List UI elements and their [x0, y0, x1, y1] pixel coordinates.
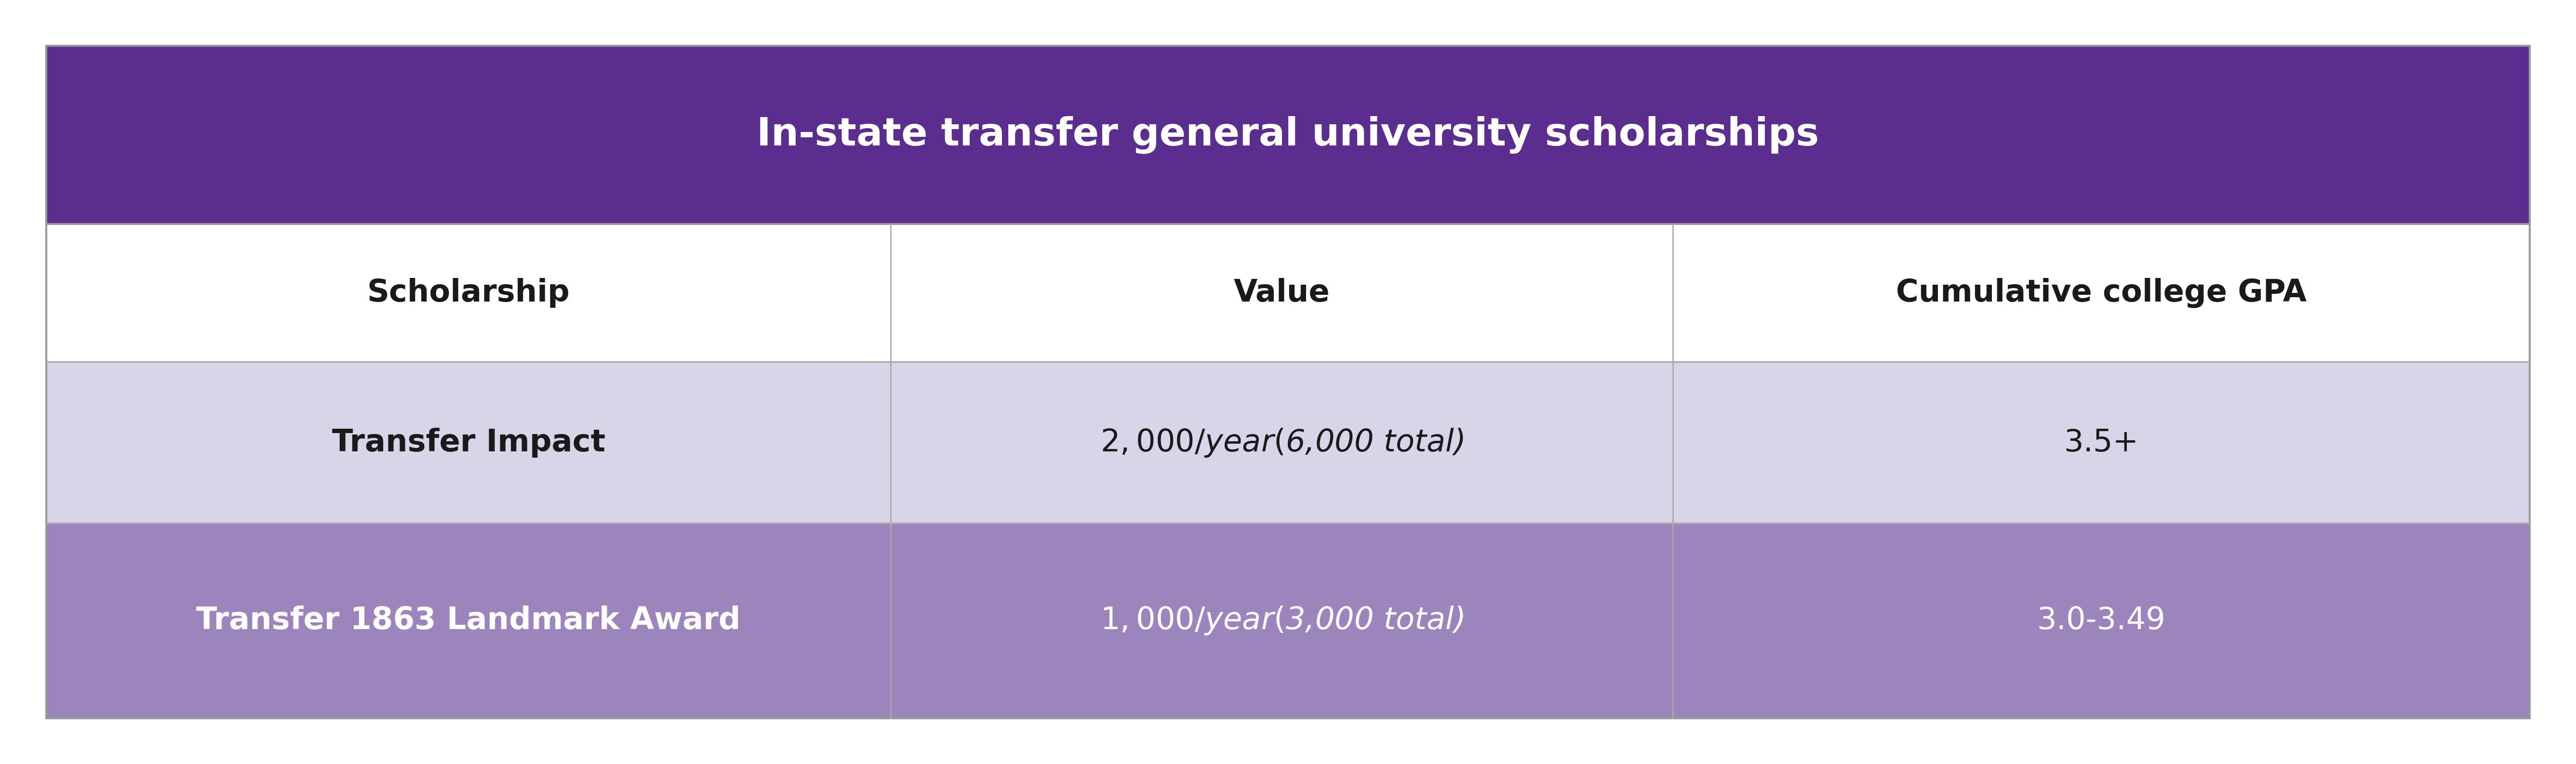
Bar	[46, 362, 2530, 523]
Bar	[46, 523, 2530, 718]
Bar	[46, 46, 2530, 224]
Bar	[46, 46, 2530, 718]
Text: Transfer 1863 Landmark Award: Transfer 1863 Landmark Award	[196, 606, 742, 636]
Bar	[46, 224, 2530, 362]
Text: Transfer Impact: Transfer Impact	[332, 428, 605, 458]
Text: $2,000/year ($6,000 total): $2,000/year ($6,000 total)	[1100, 426, 1463, 458]
Text: $1,000/year ($3,000 total): $1,000/year ($3,000 total)	[1100, 605, 1463, 636]
Text: Scholarship: Scholarship	[368, 278, 569, 308]
Text: 3.0-3.49: 3.0-3.49	[2038, 606, 2166, 636]
Text: In-state transfer general university scholarships: In-state transfer general university sch…	[757, 116, 1819, 154]
Text: Cumulative college GPA: Cumulative college GPA	[1896, 278, 2306, 308]
Text: Value: Value	[1234, 278, 1329, 308]
Text: 3.5+: 3.5+	[2063, 428, 2138, 458]
